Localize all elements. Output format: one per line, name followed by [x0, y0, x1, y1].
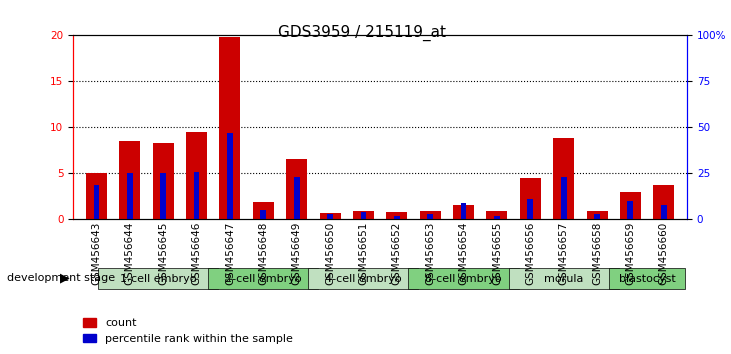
Bar	[319, 213, 341, 219]
Bar	[594, 214, 600, 219]
FancyBboxPatch shape	[609, 268, 686, 289]
Text: GSM456650: GSM456650	[325, 222, 335, 285]
Bar	[461, 203, 466, 219]
Bar	[627, 201, 633, 219]
Bar	[353, 211, 374, 219]
Text: GSM456649: GSM456649	[292, 222, 302, 285]
Bar	[186, 132, 207, 219]
Bar	[327, 214, 333, 219]
Legend: count, percentile rank within the sample: count, percentile rank within the sample	[79, 314, 298, 348]
Text: ▶: ▶	[60, 272, 69, 284]
Text: GSM456644: GSM456644	[125, 222, 135, 285]
Bar	[394, 216, 400, 219]
Bar	[253, 202, 274, 219]
FancyBboxPatch shape	[409, 268, 518, 289]
Text: blastocyst: blastocyst	[618, 274, 675, 284]
Text: GSM456643: GSM456643	[91, 222, 102, 285]
Text: 4-cell embryo: 4-cell embryo	[325, 274, 402, 284]
FancyBboxPatch shape	[308, 268, 418, 289]
Text: GSM456660: GSM456660	[659, 222, 669, 285]
Bar	[453, 205, 474, 219]
Text: GSM456648: GSM456648	[258, 222, 268, 285]
Bar	[561, 177, 567, 219]
Text: GSM456653: GSM456653	[425, 222, 435, 285]
Text: GSM456658: GSM456658	[592, 222, 602, 285]
FancyBboxPatch shape	[509, 268, 618, 289]
Bar	[286, 159, 307, 219]
Bar	[386, 212, 407, 219]
Text: GSM456645: GSM456645	[158, 222, 168, 285]
Text: GSM456654: GSM456654	[458, 222, 469, 285]
Bar	[160, 173, 166, 219]
Text: GSM456646: GSM456646	[192, 222, 202, 285]
Bar	[620, 192, 641, 219]
Bar	[94, 184, 99, 219]
Bar	[494, 216, 500, 219]
Bar	[654, 185, 674, 219]
FancyBboxPatch shape	[208, 268, 319, 289]
Bar	[520, 178, 541, 219]
Bar	[119, 141, 140, 219]
Text: 2-cell embryo: 2-cell embryo	[225, 274, 302, 284]
Bar	[661, 205, 667, 219]
Text: GSM456656: GSM456656	[526, 222, 535, 285]
Text: GSM456659: GSM456659	[626, 222, 635, 285]
Text: 8-cell embryo: 8-cell embryo	[425, 274, 502, 284]
FancyBboxPatch shape	[98, 268, 219, 289]
Text: GSM456651: GSM456651	[358, 222, 368, 285]
Bar	[219, 37, 240, 219]
Bar	[427, 214, 433, 219]
Text: morula: morula	[544, 274, 583, 284]
Bar	[527, 199, 533, 219]
Bar	[586, 211, 607, 219]
Bar	[553, 138, 574, 219]
Text: development stage: development stage	[7, 273, 115, 283]
Bar	[360, 212, 366, 219]
Bar	[153, 143, 174, 219]
Text: GSM456652: GSM456652	[392, 222, 402, 285]
Bar	[294, 177, 300, 219]
Bar	[86, 172, 107, 219]
Bar	[486, 211, 507, 219]
Text: GSM456657: GSM456657	[558, 222, 569, 285]
Text: GSM456647: GSM456647	[225, 222, 235, 285]
Bar	[227, 133, 233, 219]
Text: GDS3959 / 215119_at: GDS3959 / 215119_at	[278, 25, 446, 41]
Bar	[127, 173, 133, 219]
Bar	[420, 211, 441, 219]
Text: 1-cell embryo: 1-cell embryo	[120, 274, 197, 284]
Bar	[194, 172, 200, 219]
Bar	[260, 210, 266, 219]
Text: GSM456655: GSM456655	[492, 222, 502, 285]
